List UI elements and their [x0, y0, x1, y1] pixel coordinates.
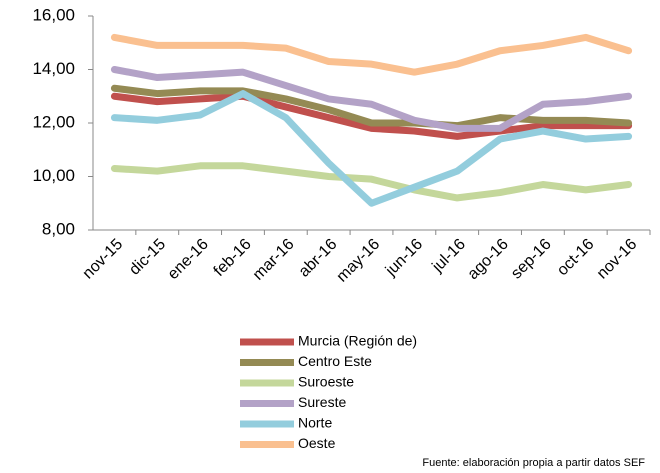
series-line — [110, 33, 633, 76]
y-tick-label: 8,00 — [42, 219, 75, 238]
x-tick-label: ago-16 — [465, 236, 512, 283]
x-tick-label: jul-16 — [429, 236, 469, 276]
y-tick-label: 10,00 — [32, 166, 75, 185]
legend-label: Sureste — [298, 394, 346, 410]
x-tick-label: mar-16 — [250, 236, 298, 284]
series-line — [110, 84, 633, 130]
source-note: Fuente: elaboración propia a partir dato… — [422, 457, 645, 469]
x-tick-label: ene-16 — [165, 236, 212, 283]
x-tick-label: nov-15 — [80, 236, 127, 283]
y-tick-label: 14,00 — [32, 59, 75, 78]
x-tick-label: sep-16 — [508, 236, 555, 283]
x-tick-label: oct-16 — [554, 236, 598, 280]
series-line — [110, 66, 633, 132]
series-line — [110, 92, 633, 140]
legend-label: Suroeste — [298, 374, 354, 390]
x-tick-label: nov-16 — [594, 236, 641, 283]
y-tick-label: 16,00 — [32, 5, 75, 24]
legend-label: Norte — [298, 415, 332, 431]
legend-label: Oeste — [298, 435, 336, 451]
x-tick-label: dic-15 — [126, 236, 169, 279]
series-line — [110, 90, 633, 207]
x-tick-label: feb-16 — [211, 236, 255, 280]
series-line — [110, 162, 633, 202]
y-tick-label: 12,00 — [32, 112, 75, 131]
legend-label: Centro Este — [298, 353, 372, 369]
legend-label: Murcia (Región de) — [298, 333, 417, 349]
x-tick-label: may-16 — [334, 236, 384, 286]
x-tick-label: jun-16 — [382, 236, 426, 280]
